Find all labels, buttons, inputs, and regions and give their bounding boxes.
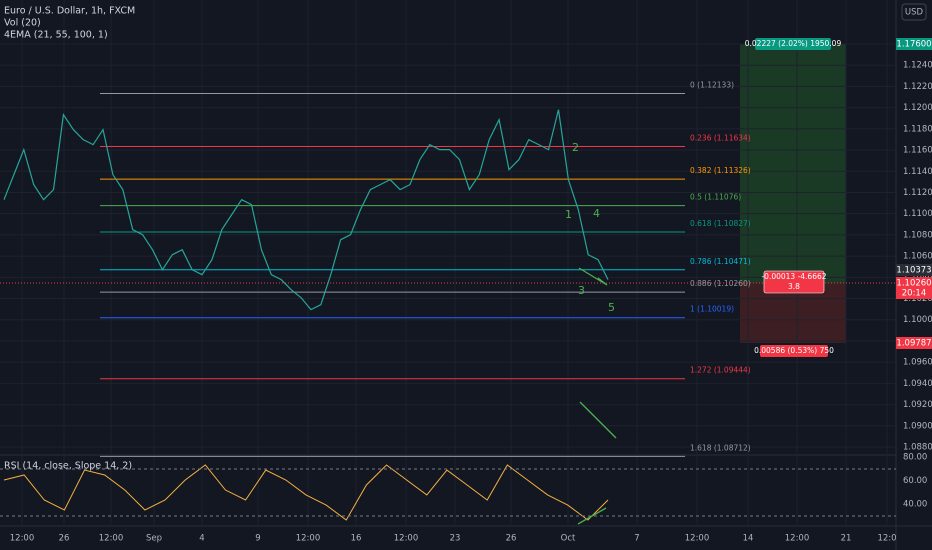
price-tick-label: 1.10200 [903, 294, 932, 304]
fib-label: 0.786 (1.10471) [690, 257, 751, 266]
volume-legend[interactable]: Vol (20) [4, 18, 41, 29]
price-tick-label: 1.12200 [903, 82, 932, 92]
price-tick-label: 1.12000 [903, 103, 932, 113]
price-tick-label: 1.09400 [903, 379, 932, 389]
target-badge [896, 38, 932, 50]
time-label: 21 [841, 534, 852, 544]
price-tick-label: 1.11000 [903, 209, 932, 219]
time-label: 14 [743, 534, 754, 544]
rsi-trendline [577, 507, 607, 525]
fib-label: 0.5 (1.11076) [690, 193, 741, 202]
wave-label: 1 [565, 208, 572, 221]
last-badge [896, 264, 932, 276]
stop-price: 1.09787 [896, 339, 931, 349]
volume-trendline [579, 401, 617, 439]
time-axis: 12:00 26 12:00 Sep 4 9 12:00 16 12:00 23 26 Oct 7 12:… [10, 534, 897, 544]
rsi-tick-label: 40.00 [903, 500, 927, 510]
price-tick-label: 1.11600 [903, 146, 932, 156]
time-label: 9 [255, 534, 260, 544]
time-label: 12:00 [296, 534, 321, 544]
stop-label: 0.00586 (0.53%) 750 [754, 346, 834, 355]
wave-label: 2 [572, 141, 579, 154]
last-price: 1.10373 [896, 266, 931, 276]
time-label: Sep [146, 534, 162, 544]
fib-label: 1.618 (1.08712) [690, 443, 751, 452]
price-series [3, 109, 609, 311]
symbol-title[interactable]: Euro / U.S. Dollar, 1h, FXCM [4, 6, 135, 17]
time-label: 12:00 [99, 534, 124, 544]
price-tick-label: 1.09600 [903, 358, 932, 368]
profit-zone [740, 44, 846, 283]
current-badge [896, 277, 932, 299]
fib-label: 0.886 (1.10260) [690, 279, 751, 288]
price-tick-label: 1.12400 [903, 61, 932, 71]
target-price: 1.17600 [896, 40, 931, 50]
time-label: 12:00 [785, 534, 810, 544]
time-label: 4 [199, 534, 204, 544]
stop-label-box [760, 345, 828, 357]
time-label: 26 [506, 534, 517, 544]
pnl-box [763, 270, 825, 294]
stop-badge [896, 337, 932, 349]
target-label-box [755, 38, 831, 50]
rsi-tick-label: 60.00 [903, 476, 927, 486]
time-label: 7 [634, 534, 639, 544]
fib-label: 1.272 (1.09444) [690, 366, 751, 375]
time-label: 12:00 [685, 534, 710, 544]
time-label: 12:00 [10, 534, 35, 544]
time-label: 23 [450, 534, 461, 544]
price-tick-label: 1.11400 [903, 167, 932, 177]
ema-legend[interactable]: 4EMA (21, 55, 100, 1) [4, 30, 108, 41]
fib-retracement: 0 (1.12133) 0.236 (1.11634) 0.382 (1.11326… [100, 81, 751, 457]
price-tick-label: 1.10800 [903, 230, 932, 240]
fib-label: 0 (1.12133) [690, 81, 734, 90]
grid: 1.126001.124001.122001.120001.118001.116… [0, 0, 932, 526]
fib-label: 0.382 (1.11326) [690, 166, 751, 175]
rsi-legend[interactable]: RSI (14, close, Slope 14, 2) [4, 461, 132, 472]
countdown: 20:14 [902, 289, 927, 299]
rsi-tick-label: 80.00 [903, 453, 927, 463]
price-tick-label: 1.09200 [903, 400, 932, 410]
price-tick-label: 1.09000 [903, 421, 932, 431]
time-label: 12:00 [394, 534, 419, 544]
wave-label: 5 [608, 301, 615, 314]
wave-label: 3 [578, 284, 585, 297]
fib-label: 0.236 (1.11634) [690, 133, 751, 142]
price-tick-label: 1.10000 [903, 315, 932, 325]
fib-label: 1 (1.10019) [690, 305, 734, 314]
time-label: 26 [59, 534, 70, 544]
rsi-line [3, 464, 609, 521]
fib-label: 0.618 (1.10827) [690, 219, 751, 228]
pnl-label: -0.00013 -4.6662 [761, 272, 826, 281]
price-tick-label: 1.11800 [903, 124, 932, 134]
wave-trendline [578, 267, 608, 286]
price-line [3, 109, 609, 311]
price-tick-label: 1.11200 [903, 188, 932, 198]
currency[interactable]: USD [905, 8, 924, 18]
time-label: Oct [561, 534, 576, 544]
target-label: 0.02227 (2.02%) 1950.09 [745, 39, 842, 48]
ratio-label: 3.8 [788, 282, 800, 291]
time-label: 16 [351, 534, 362, 544]
wave-label: 4 [593, 207, 600, 220]
time-label: 12:0 [877, 534, 896, 544]
current-price: 1.10260 [896, 279, 931, 289]
currency-button[interactable] [901, 3, 927, 21]
price-tick-label: 1.10600 [903, 252, 932, 262]
rsi-pane: 80.00 60.00 40.00 [3, 453, 927, 521]
